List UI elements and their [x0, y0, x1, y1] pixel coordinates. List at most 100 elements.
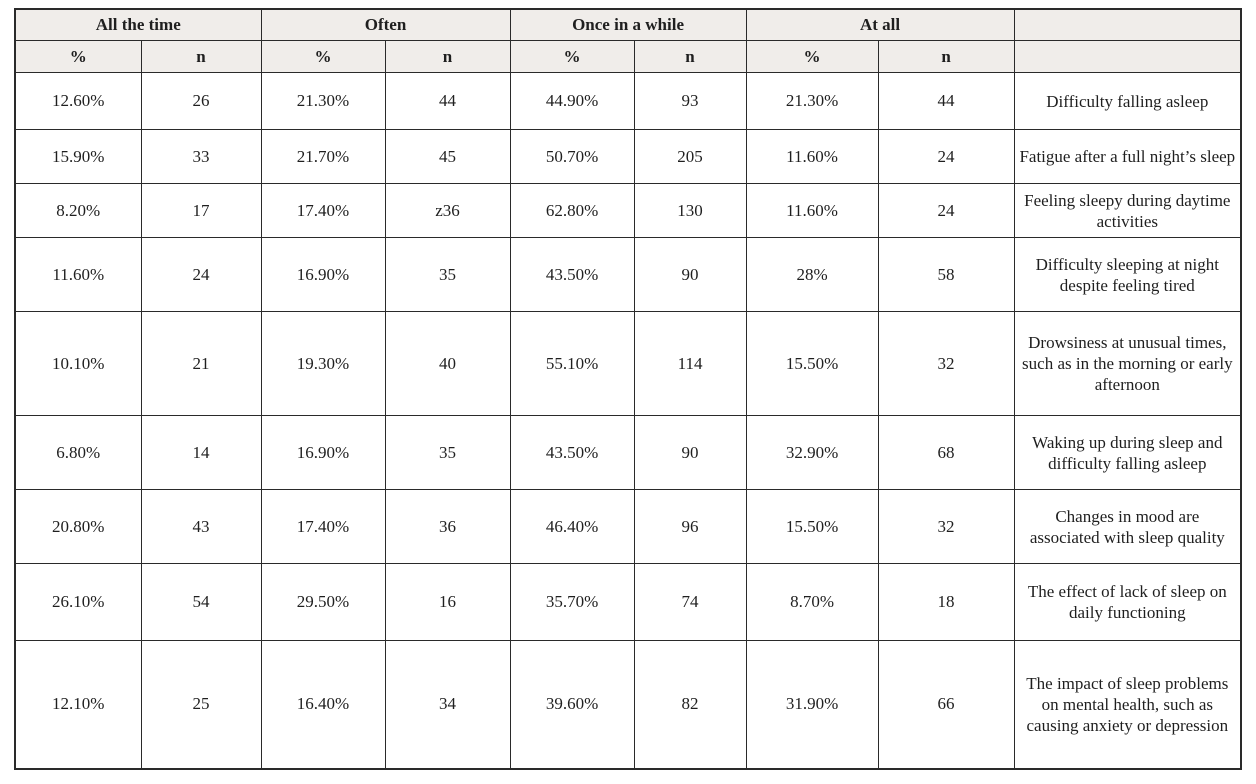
cell-n: 36 — [384, 489, 511, 564]
cell-n: 35 — [384, 237, 511, 312]
cell-percent: 12.60% — [14, 72, 142, 130]
header-group-at-all: At all — [745, 8, 1015, 41]
cell-n: 24 — [140, 237, 262, 312]
cell-percent: 26.10% — [14, 563, 142, 641]
cell-n: 18 — [877, 563, 1015, 641]
cell-percent: 50.70% — [509, 129, 635, 184]
table-row: 11.60% 24 16.90% 35 43.50% 90 28% 58 Dif… — [14, 237, 1242, 312]
cell-percent: 8.20% — [14, 183, 142, 238]
cell-percent: 21.30% — [260, 72, 386, 130]
cell-n: 21 — [140, 311, 262, 416]
cell-percent: 15.50% — [745, 489, 879, 564]
cell-n: 82 — [633, 640, 747, 769]
cell-n: 45 — [384, 129, 511, 184]
cell-n: z36 — [384, 183, 511, 238]
cell-percent: 16.40% — [260, 640, 386, 769]
cell-percent: 20.80% — [14, 489, 142, 564]
cell-n: 44 — [384, 72, 511, 130]
cell-percent: 28% — [745, 237, 879, 312]
cell-n: 43 — [140, 489, 262, 564]
subheader-percent: % — [509, 40, 635, 73]
cell-percent: 8.70% — [745, 563, 879, 641]
table-row: 8.20% 17 17.40% z36 62.80% 130 11.60% 24… — [14, 183, 1242, 238]
cell-percent: 11.60% — [745, 183, 879, 238]
table-row: 20.80% 43 17.40% 36 46.40% 96 15.50% 32 … — [14, 489, 1242, 564]
cell-n: 58 — [877, 237, 1015, 312]
cell-n: 54 — [140, 563, 262, 641]
cell-percent: 10.10% — [14, 311, 142, 416]
cell-percent: 55.10% — [509, 311, 635, 416]
row-label: Changes in mood are associated with slee… — [1013, 489, 1242, 564]
cell-percent: 44.90% — [509, 72, 635, 130]
header-group-row: All the time Often Once in a while At al… — [14, 8, 1242, 41]
cell-n: 32 — [877, 489, 1015, 564]
cell-percent: 31.90% — [745, 640, 879, 769]
sleep-problems-frequency-table: All the time Often Once in a while At al… — [14, 8, 1243, 770]
cell-n: 90 — [633, 415, 747, 490]
cell-percent: 11.60% — [745, 129, 879, 184]
subheader-n: n — [633, 40, 747, 73]
cell-n: 96 — [633, 489, 747, 564]
cell-n: 32 — [877, 311, 1015, 416]
row-label: Fatigue after a full night’s sleep — [1013, 129, 1242, 184]
cell-n: 68 — [877, 415, 1015, 490]
cell-n: 24 — [877, 129, 1015, 184]
table-row: 15.90% 33 21.70% 45 50.70% 205 11.60% 24… — [14, 129, 1242, 184]
cell-percent: 15.90% — [14, 129, 142, 184]
subheader-n: n — [877, 40, 1015, 73]
subheader-n: n — [384, 40, 511, 73]
subheader-empty-cell — [1013, 40, 1242, 73]
cell-percent: 16.90% — [260, 237, 386, 312]
row-label: Drowsiness at unusual times, such as in … — [1013, 311, 1242, 416]
cell-percent: 21.30% — [745, 72, 879, 130]
row-label: The effect of lack of sleep on daily fun… — [1013, 563, 1242, 641]
subheader-percent: % — [14, 40, 142, 73]
subheader-percent: % — [260, 40, 386, 73]
cell-percent: 15.50% — [745, 311, 879, 416]
cell-n: 14 — [140, 415, 262, 490]
cell-percent: 29.50% — [260, 563, 386, 641]
row-label: Feeling sleepy during daytime activities — [1013, 183, 1242, 238]
cell-percent: 19.30% — [260, 311, 386, 416]
cell-n: 130 — [633, 183, 747, 238]
cell-n: 33 — [140, 129, 262, 184]
row-label: Difficulty sleeping at night despite fee… — [1013, 237, 1242, 312]
cell-n: 26 — [140, 72, 262, 130]
cell-percent: 32.90% — [745, 415, 879, 490]
cell-percent: 12.10% — [14, 640, 142, 769]
subheader-n: n — [140, 40, 262, 73]
table-row: 12.60% 26 21.30% 44 44.90% 93 21.30% 44 … — [14, 72, 1242, 130]
cell-n: 44 — [877, 72, 1015, 130]
cell-percent: 21.70% — [260, 129, 386, 184]
header-sub-row: % n % n % n % n — [14, 40, 1242, 73]
cell-n: 35 — [384, 415, 511, 490]
cell-percent: 62.80% — [509, 183, 635, 238]
cell-n: 16 — [384, 563, 511, 641]
table-row: 10.10% 21 19.30% 40 55.10% 114 15.50% 32… — [14, 311, 1242, 416]
cell-percent: 16.90% — [260, 415, 386, 490]
cell-percent: 43.50% — [509, 415, 635, 490]
table-row: 6.80% 14 16.90% 35 43.50% 90 32.90% 68 W… — [14, 415, 1242, 490]
subheader-percent: % — [745, 40, 879, 73]
cell-n: 114 — [633, 311, 747, 416]
header-empty-cell — [1013, 8, 1242, 41]
row-label: Difficulty falling asleep — [1013, 72, 1242, 130]
cell-n: 40 — [384, 311, 511, 416]
cell-n: 205 — [633, 129, 747, 184]
table-row: 26.10% 54 29.50% 16 35.70% 74 8.70% 18 T… — [14, 563, 1242, 641]
cell-percent: 6.80% — [14, 415, 142, 490]
header-group-all-the-time: All the time — [14, 8, 262, 41]
cell-percent: 35.70% — [509, 563, 635, 641]
cell-percent: 39.60% — [509, 640, 635, 769]
cell-percent: 46.40% — [509, 489, 635, 564]
row-label: Waking up during sleep and difficulty fa… — [1013, 415, 1242, 490]
cell-n: 66 — [877, 640, 1015, 769]
cell-n: 25 — [140, 640, 262, 769]
cell-n: 24 — [877, 183, 1015, 238]
table-row: 12.10% 25 16.40% 34 39.60% 82 31.90% 66 … — [14, 640, 1242, 769]
cell-n: 17 — [140, 183, 262, 238]
header-group-once-in-a-while: Once in a while — [509, 8, 747, 41]
cell-percent: 43.50% — [509, 237, 635, 312]
cell-percent: 11.60% — [14, 237, 142, 312]
header-group-often: Often — [260, 8, 511, 41]
